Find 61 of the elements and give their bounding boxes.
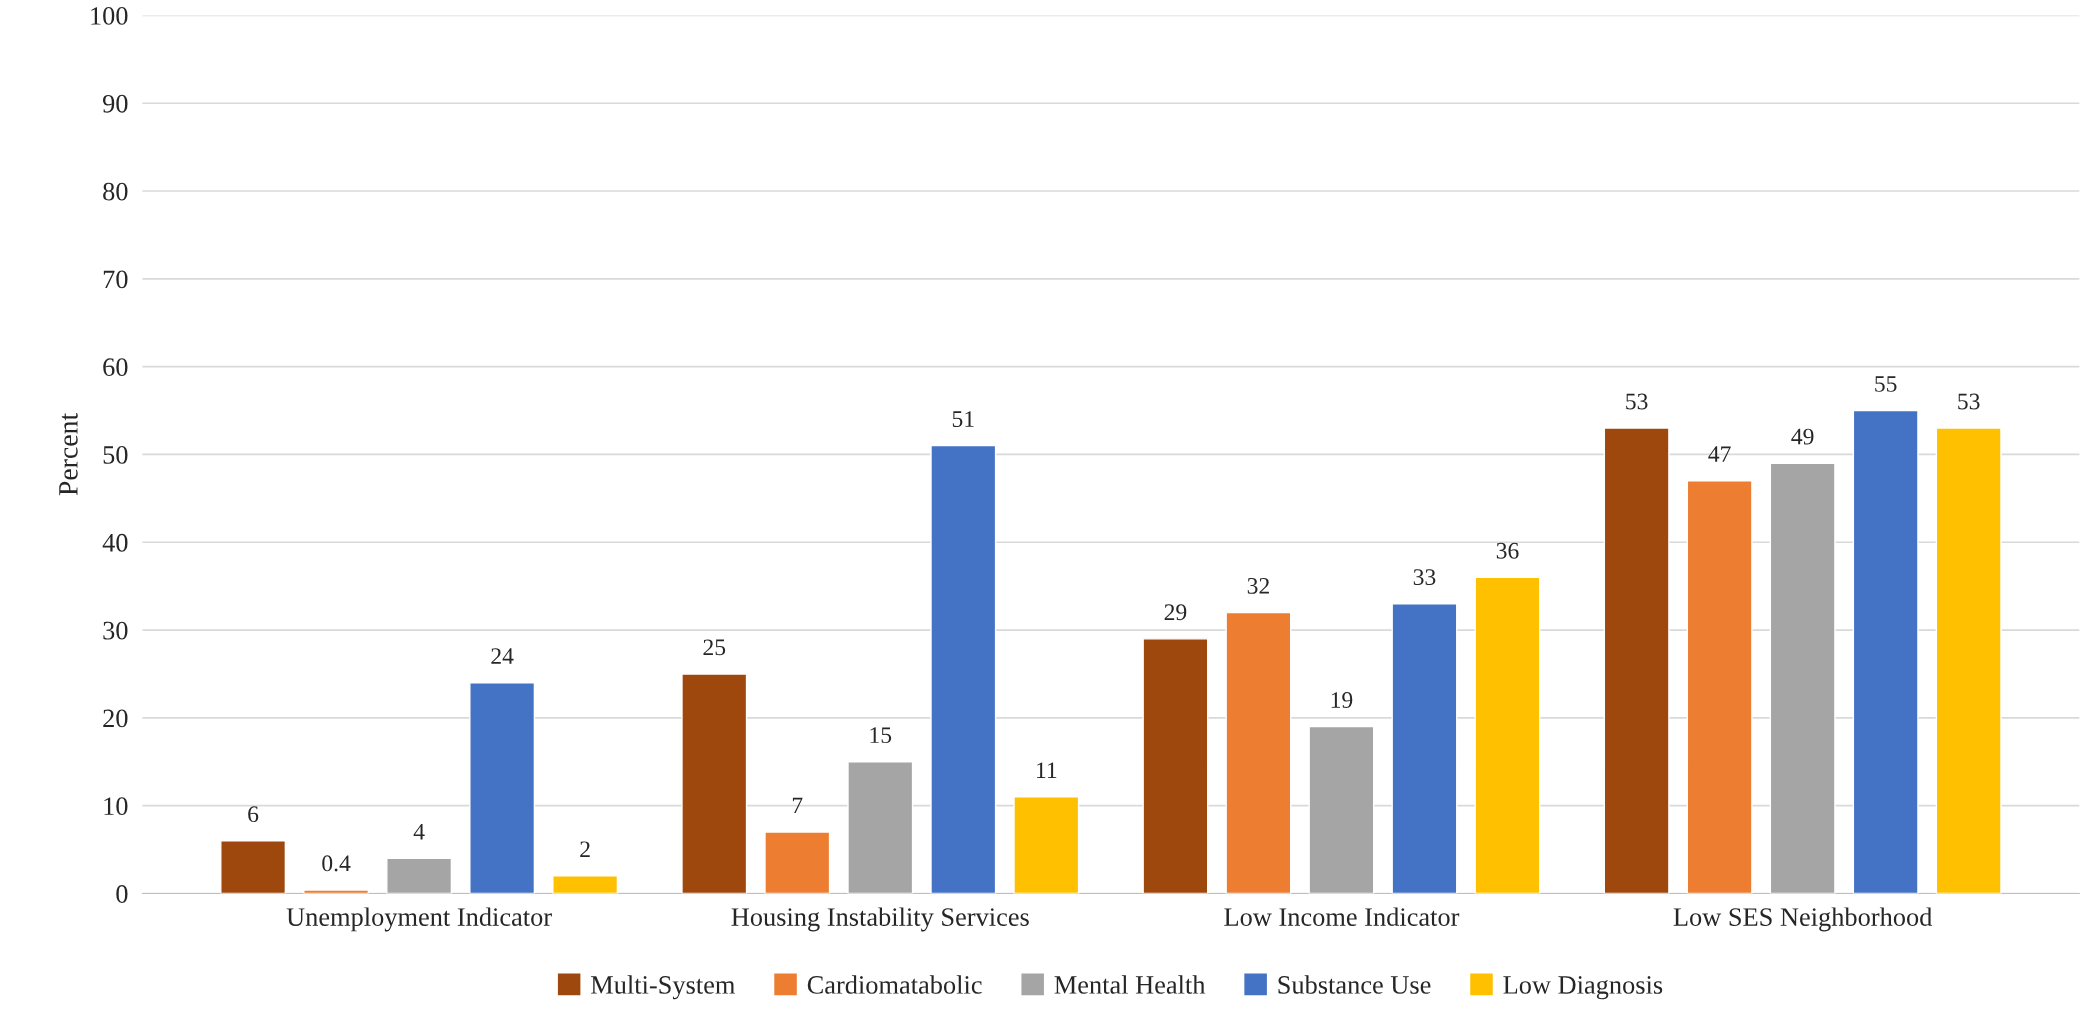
bar (220, 840, 287, 894)
bar (1603, 427, 1670, 894)
data-label: 51 (952, 411, 974, 427)
data-label: 36 (1496, 542, 1519, 559)
data-label: 53 (1958, 393, 1980, 410)
bar (1142, 638, 1209, 894)
data-label: 29 (1164, 604, 1187, 621)
bar (930, 444, 997, 894)
bar (386, 857, 453, 894)
bar (681, 673, 748, 894)
legend-label: Mental Health (1054, 975, 1206, 994)
data-label: 55 (1875, 376, 1897, 392)
y-axis-title: Percent (59, 412, 78, 496)
x-tick-label: Housing Instability Services (731, 907, 1029, 932)
y-tick-label: 20 (103, 709, 128, 728)
x-tick-label: Low Income Indicator (1224, 907, 1460, 926)
legend-label: Substance Use (1278, 975, 1431, 994)
bar (303, 889, 370, 894)
data-label: 15 (870, 727, 892, 744)
bar (1474, 576, 1541, 894)
data-label: 6 (248, 806, 259, 823)
y-tick-label: 0 (116, 885, 128, 903)
data-label: 4 (413, 823, 425, 840)
y-tick-label: 100 (91, 7, 128, 25)
data-label: 49 (1791, 428, 1814, 445)
data-label: 11 (1037, 762, 1057, 778)
bar (1391, 603, 1458, 894)
bar (764, 831, 831, 894)
legend-label: Multi-System (591, 975, 735, 1000)
data-label: 19 (1331, 692, 1353, 708)
y-tick-label: 80 (103, 182, 128, 201)
data-label: 33 (1413, 569, 1436, 586)
y-tick-label: 90 (102, 94, 128, 113)
bar (1935, 427, 2002, 894)
x-tick-label: Low SES Neighborhood (1673, 907, 1933, 932)
data-label: 24 (491, 648, 514, 664)
y-tick-label: 40 (102, 533, 128, 552)
data-label: 25 (703, 639, 726, 656)
bar (469, 682, 536, 894)
bar (1225, 611, 1292, 894)
bar (847, 761, 914, 894)
bar (1769, 462, 1836, 894)
data-label: 7 (792, 797, 803, 814)
y-tick-label: 30 (103, 621, 128, 640)
x-tick-label: Unemployment Indicator (286, 907, 552, 932)
bar (1686, 480, 1753, 894)
data-label: 2 (580, 841, 590, 858)
y-tick-label: 60 (103, 358, 128, 377)
data-label: 32 (1247, 577, 1269, 594)
data-label: 0.4 (322, 855, 351, 872)
legend-label: Cardiomatabolic (807, 975, 982, 994)
bar (1852, 409, 1919, 894)
bar (552, 875, 619, 894)
y-tick-label: 70 (103, 270, 128, 289)
data-label: 47 (1708, 446, 1731, 462)
bar (1013, 796, 1080, 894)
legend-label: Low Diagnosis (1503, 976, 1663, 1000)
y-tick-label: 50 (103, 446, 128, 464)
data-label: 53 (1626, 393, 1648, 410)
y-tick-label: 10 (104, 797, 128, 816)
bar (1308, 725, 1375, 894)
